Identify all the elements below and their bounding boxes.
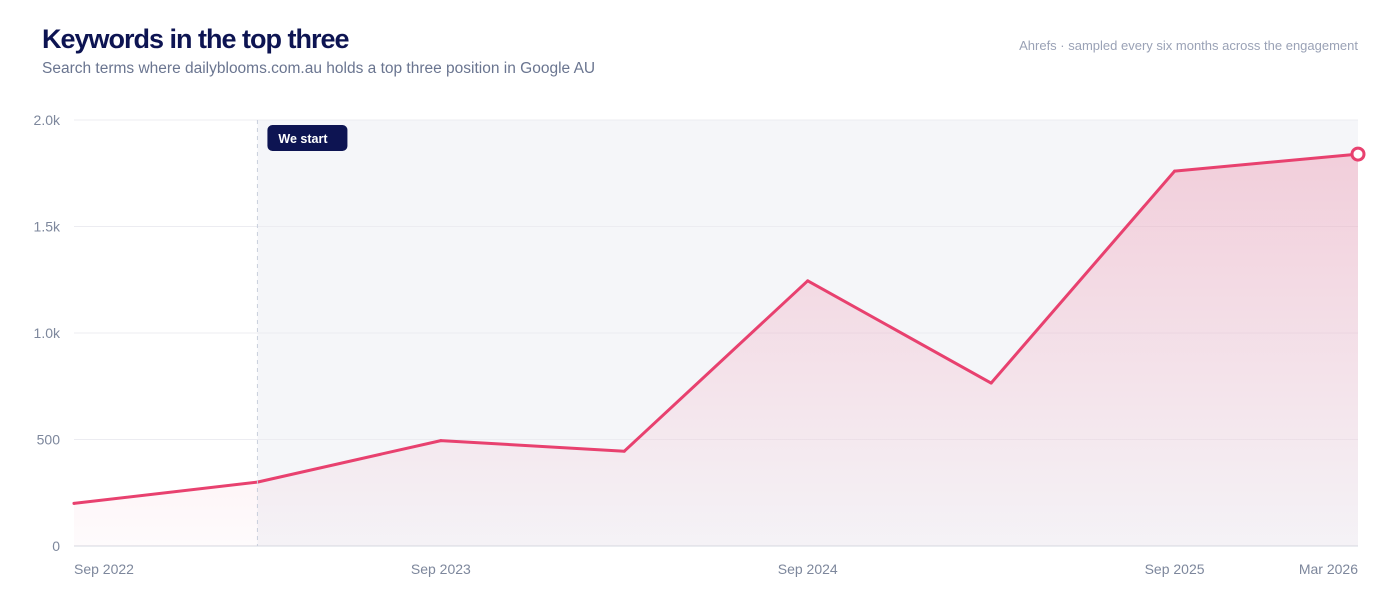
series-area (74, 154, 1358, 546)
start-badge (267, 125, 348, 151)
start-badge-label: We start (278, 132, 328, 146)
y-tick-label: 500 (37, 432, 61, 448)
chart-subtitle: Search terms where dailyblooms.com.au ho… (42, 60, 596, 77)
source-note: Ahrefs · sampled every six months across… (1019, 38, 1358, 53)
series-point (72, 501, 76, 505)
x-tick-label: Sep 2024 (778, 561, 838, 577)
y-tick-label: 1.5k (34, 219, 61, 235)
chart-title: Keywords in the top three (42, 24, 350, 54)
x-tick-label: Sep 2025 (1145, 561, 1205, 577)
series-point (806, 279, 810, 283)
series-point (1173, 169, 1177, 173)
series-point (989, 381, 993, 385)
series-end-point (1350, 146, 1366, 162)
y-tick-label: 1.0k (34, 325, 61, 341)
x-tick-label: Sep 2023 (411, 561, 471, 577)
series-point (439, 439, 443, 443)
series-point (622, 449, 626, 453)
y-tick-label: 2.0k (34, 112, 61, 128)
y-tick-label: 0 (52, 538, 60, 554)
series-line (72, 152, 1360, 505)
x-tick-label: Sep 2022 (74, 561, 134, 577)
x-tick-label: Mar 2026 (1299, 561, 1358, 577)
